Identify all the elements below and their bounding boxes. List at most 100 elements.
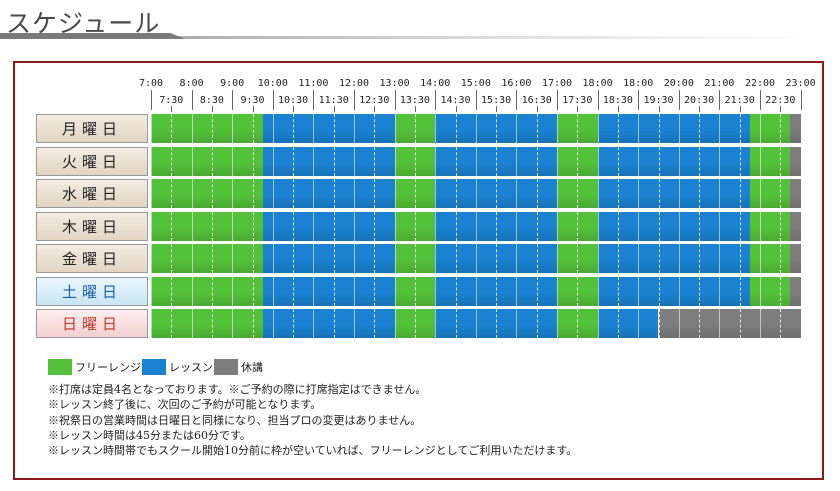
- hour-gridline: [272, 114, 274, 143]
- hour-gridline: [394, 179, 396, 208]
- hour-gridline: [394, 211, 396, 241]
- hour-gridline: [232, 276, 234, 306]
- hour-gridline: [151, 146, 152, 176]
- half-hour-gridline: [739, 211, 741, 241]
- schedule-segment-closed: [790, 146, 801, 176]
- hour-tick-label: 21:00: [704, 78, 735, 89]
- hour-gridline: [354, 114, 355, 143]
- half-hour-gridline: [293, 276, 295, 306]
- hour-gridline: [597, 179, 599, 208]
- schedule-segment-lesson: [435, 244, 557, 273]
- half-hour-gridline: [739, 146, 741, 176]
- half-hour-gridline: [699, 309, 701, 338]
- hour-gridline: [719, 179, 721, 208]
- hour-gridline: [435, 276, 437, 306]
- hour-gridline: [232, 244, 234, 273]
- half-hour-tick-label: 10:30: [278, 95, 309, 106]
- half-hour-gridline: [739, 179, 741, 208]
- half-hour-gridline: [658, 309, 660, 338]
- hour-gridline: [678, 244, 680, 273]
- hour-tick-label: 17:00: [541, 78, 573, 89]
- hour-tick-label: 12:00: [338, 78, 370, 89]
- half-hour-gridline: [252, 244, 254, 273]
- hour-tick-line: [191, 90, 193, 110]
- hour-gridline: [475, 179, 477, 208]
- hour-gridline: [151, 114, 152, 143]
- schedule-segment-lesson: [435, 146, 557, 176]
- half-hour-gridline: [455, 211, 457, 241]
- half-hour-gridline: [780, 114, 782, 143]
- hour-gridline: [354, 179, 355, 208]
- hour-gridline: [597, 114, 599, 143]
- hour-gridline: [678, 179, 680, 208]
- schedule-segment-closed: [790, 114, 801, 143]
- half-hour-gridline: [211, 276, 213, 306]
- half-hour-gridline: [414, 276, 416, 306]
- hour-tick-label: 7:00: [138, 78, 164, 89]
- half-hour-gridline: [252, 114, 254, 143]
- hour-tick-label: 23:00: [785, 78, 816, 89]
- hour-tick-line: [719, 90, 721, 110]
- day-label: 金曜日: [36, 244, 148, 273]
- half-hour-gridline: [455, 114, 457, 143]
- hour-tick-label: 20:00: [663, 78, 694, 89]
- page-header: スケジュール: [0, 0, 840, 46]
- hour-gridline: [313, 276, 315, 306]
- half-hour-gridline: [293, 114, 295, 143]
- hour-gridline: [232, 309, 234, 338]
- half-hour-tick-line: [739, 106, 741, 112]
- schedule-segment-free: [151, 276, 263, 306]
- legend-item-closed: 休講: [214, 358, 263, 376]
- half-hour-tick-line: [211, 106, 213, 112]
- legend-swatch-free-range: [48, 359, 72, 375]
- half-hour-gridline: [171, 211, 173, 241]
- hour-gridline: [151, 179, 152, 208]
- half-hour-tick-label: 7:30: [159, 95, 184, 106]
- half-hour-gridline: [455, 146, 457, 176]
- hour-gridline: [435, 309, 437, 338]
- day-label: 土曜日: [36, 276, 148, 306]
- schedule-segment-closed: [658, 309, 801, 338]
- hour-tick-line: [557, 90, 558, 110]
- hour-gridline: [597, 146, 599, 176]
- half-hour-gridline: [171, 114, 173, 143]
- schedule-segment-free: [749, 179, 791, 208]
- hour-tick-line: [638, 90, 640, 110]
- hour-gridline: [719, 276, 721, 306]
- hour-gridline: [313, 309, 315, 338]
- half-hour-tick-line: [577, 106, 579, 112]
- hour-gridline: [557, 244, 558, 273]
- half-hour-gridline: [699, 211, 701, 241]
- hour-gridline: [354, 244, 355, 273]
- title-underline-accent: [0, 33, 185, 39]
- half-hour-gridline: [455, 309, 457, 338]
- half-hour-gridline: [211, 244, 213, 273]
- half-hour-gridline: [333, 146, 335, 176]
- hour-gridline: [557, 276, 558, 306]
- schedule-segment-free: [151, 114, 263, 143]
- half-hour-gridline: [536, 146, 538, 176]
- hour-gridline: [516, 179, 518, 208]
- half-hour-gridline: [455, 276, 457, 306]
- half-hour-gridline: [171, 244, 173, 273]
- hour-gridline: [191, 276, 193, 306]
- hour-gridline: [516, 276, 518, 306]
- half-hour-tick-line: [293, 106, 295, 112]
- hour-tick-label: 9:00: [220, 78, 245, 89]
- half-hour-tick-label: 11:30: [318, 95, 349, 106]
- schedule-segment-free: [749, 146, 791, 176]
- hour-tick-label: 18:00: [582, 78, 613, 89]
- half-hour-tick-line: [658, 106, 660, 112]
- hour-gridline: [394, 244, 396, 273]
- hour-gridline: [191, 146, 193, 176]
- half-hour-gridline: [293, 146, 295, 176]
- hour-tick-label: 11:00: [298, 78, 329, 89]
- schedule-segment-free: [749, 244, 791, 273]
- hour-gridline: [557, 179, 558, 208]
- hour-tick-line: [435, 90, 437, 110]
- hour-gridline: [678, 276, 680, 306]
- hour-gridline: [638, 179, 640, 208]
- hour-gridline: [557, 211, 558, 241]
- hour-gridline: [394, 309, 396, 338]
- half-hour-gridline: [496, 276, 498, 306]
